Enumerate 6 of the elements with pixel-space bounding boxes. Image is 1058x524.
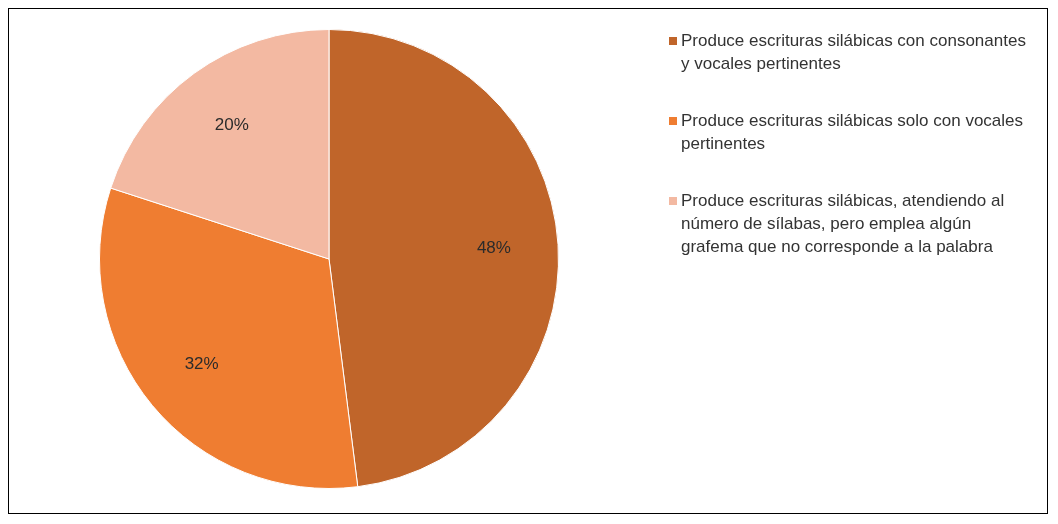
legend-label: Produce escrituras silábicas con consonantes y vocales pertinentes <box>681 30 1027 75</box>
data-label: 32% <box>184 354 219 374</box>
data-label: 20% <box>214 115 249 135</box>
legend-label: Produce escrituras silábicas, atendiendo al número de sílabas, pero emplea algún grafema que no corresponde a la palabra <box>681 190 1006 258</box>
data-label: 48% <box>476 238 511 258</box>
legend-label: Produce escrituras silábicas solo con vocales pertinentes <box>681 110 1025 155</box>
